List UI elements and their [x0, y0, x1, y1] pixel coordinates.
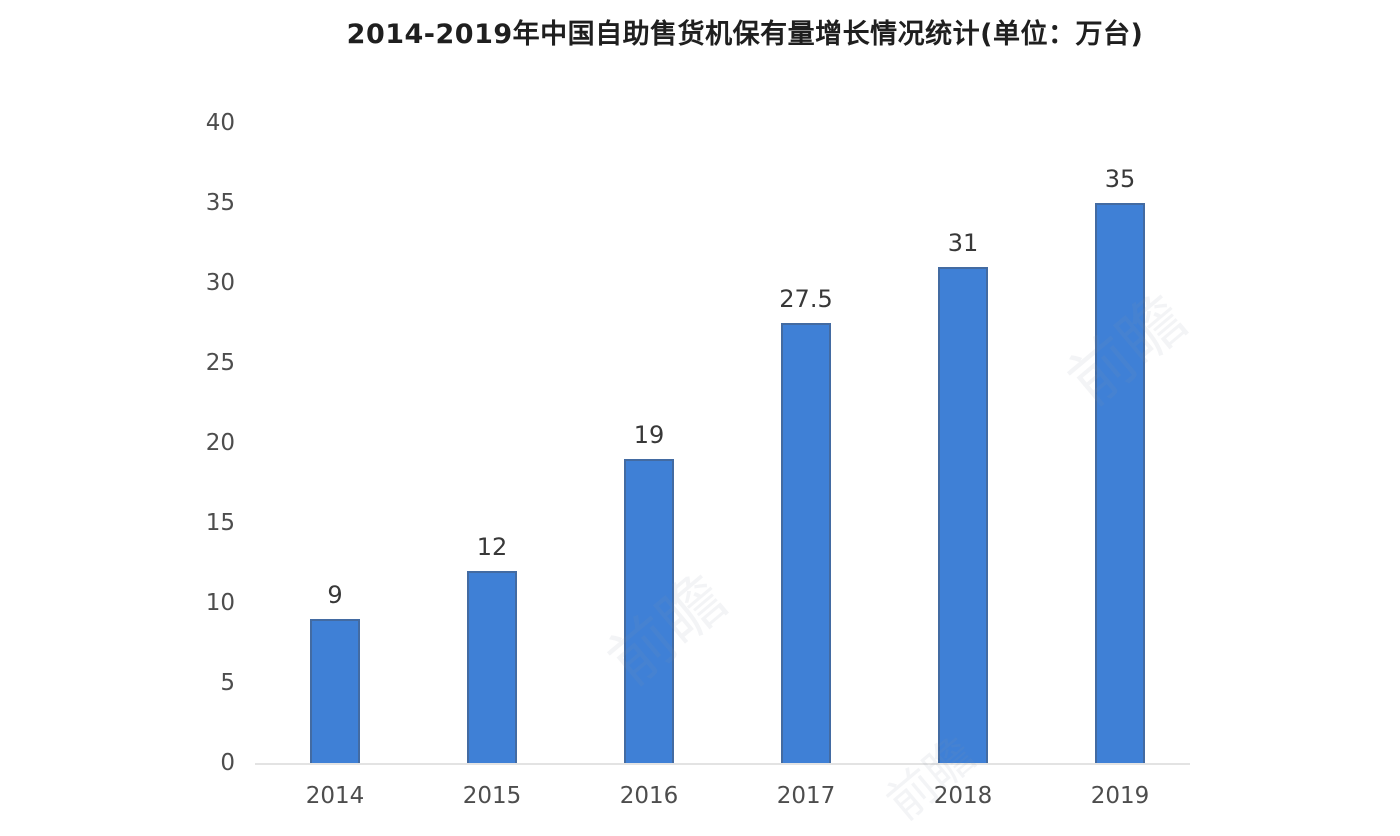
- y-tick-label: 10: [205, 590, 235, 616]
- bar-value-label: 19: [633, 421, 665, 449]
- bar-value-label: 9: [327, 581, 343, 609]
- x-category-label: 2017: [776, 783, 836, 809]
- y-tick-label: 15: [205, 510, 235, 536]
- bar-2014: [310, 619, 360, 763]
- y-tick-label: 35: [205, 190, 235, 216]
- bar-value-label: 27.5: [779, 285, 833, 313]
- bar-value-label: 12: [476, 533, 508, 561]
- chart-title: 2014-2019年中国自助售货机保有量增长情况统计(单位：万台): [346, 19, 1144, 50]
- x-axis-line: [255, 763, 1190, 765]
- plot-area: 0 5 10 15 20 25 30 35 40 9 2014 12 2015 19 2016 27.5 201…: [206, 112, 1190, 808]
- y-tick-label: 30: [205, 270, 235, 296]
- y-tick-label: 0: [220, 750, 235, 776]
- x-category-label: 2015: [462, 783, 522, 809]
- x-category-label: 2014: [305, 783, 365, 809]
- x-category-label: 2019: [1090, 783, 1150, 809]
- y-tick-label: 20: [205, 430, 235, 456]
- bar-2015: [467, 571, 517, 763]
- y-tick-label: 40: [205, 110, 235, 136]
- bar-value-label: 31: [947, 229, 979, 257]
- bar-2017: [781, 323, 831, 763]
- bar-2016: [624, 459, 674, 763]
- bar-2019: [1095, 203, 1145, 763]
- bar-2018: [938, 267, 988, 763]
- y-tick-label: 5: [220, 670, 235, 696]
- x-category-label: 2018: [933, 783, 993, 809]
- x-category-label: 2016: [619, 783, 679, 809]
- bar-value-label: 35: [1104, 165, 1136, 193]
- y-tick-label: 25: [205, 350, 235, 376]
